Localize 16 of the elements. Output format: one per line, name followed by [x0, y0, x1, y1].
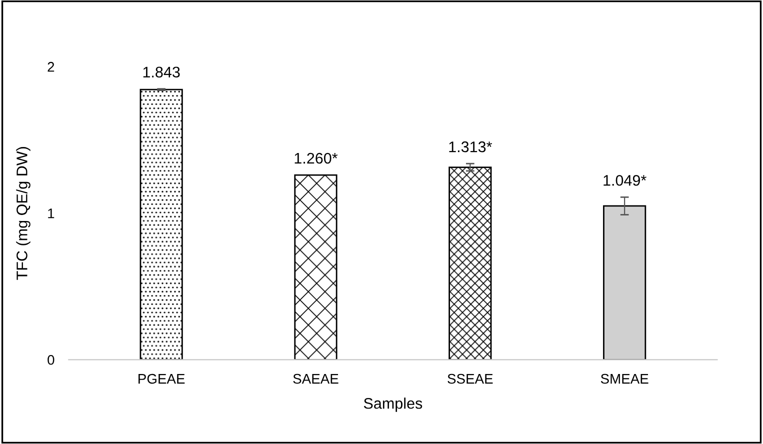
data-label: 1.843: [143, 66, 180, 78]
data-label: 1.313*: [449, 141, 492, 152]
bar: [448, 166, 492, 360]
data-label: 1.049*: [604, 174, 646, 186]
bar: [294, 174, 338, 360]
x-tick-label: SSEAE: [448, 374, 493, 384]
y-axis-title: TFC (mg QE/g DW): [16, 147, 30, 280]
x-tick-label: PGEAE: [138, 374, 185, 384]
x-axis-title: Samples: [364, 398, 422, 412]
x-tick-label: SAEAE: [293, 374, 338, 384]
data-label: 1.260*: [294, 152, 338, 164]
y-tick-label: 0: [48, 354, 54, 365]
bar: [140, 88, 183, 360]
y-tick-label: 2: [48, 62, 54, 72]
y-tick-label: 1: [48, 208, 54, 218]
x-tick-label: SMEAE: [600, 374, 648, 384]
